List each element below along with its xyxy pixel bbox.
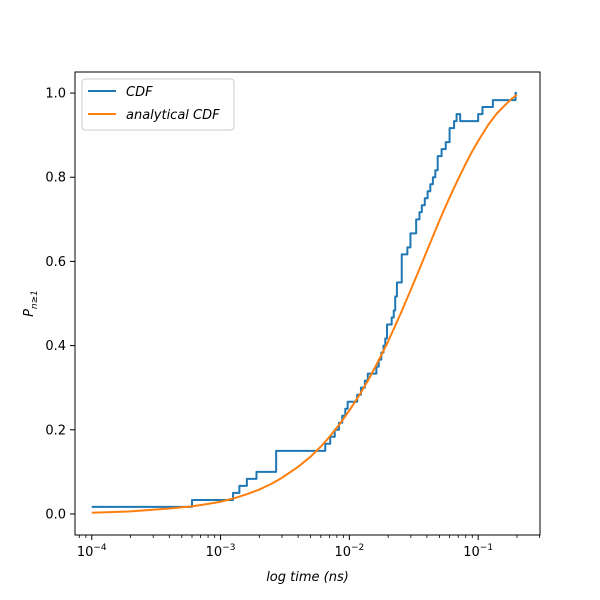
y-axis-label: Pn≥1 (22, 290, 40, 317)
series-layer (91, 92, 518, 514)
x-tick-label: 10−4 (77, 543, 107, 560)
y-tick-label: 0.0 (45, 507, 66, 522)
legend: CDF analytical CDF (81, 78, 235, 131)
x-axis-label: log time (ns) (266, 570, 349, 585)
series-line-cdf (91, 92, 517, 508)
y-axis-ticks: 0.0 0.2 0.4 0.6 0.8 1.0 (45, 87, 75, 522)
x-tick-label: 10−2 (334, 543, 364, 560)
series-line-analytical-cdf (91, 93, 518, 514)
legend-box (81, 78, 235, 131)
x-tick-label: 10−1 (463, 543, 493, 560)
x-tick-label: 10−3 (206, 543, 236, 560)
plot-frame (74, 71, 541, 536)
y-tick-label: 0.8 (45, 171, 66, 186)
legend-label-analytical-cdf: analytical CDF (126, 108, 220, 123)
y-tick-label: 1.0 (45, 87, 66, 102)
y-tick-label: 0.4 (45, 339, 66, 354)
y-tick-label: 0.2 (45, 423, 66, 438)
legend-label-cdf: CDF (126, 85, 153, 100)
x-axis-ticks: 10−4 10−3 10−2 10−1 (77, 535, 541, 560)
y-tick-label: 0.6 (45, 255, 66, 270)
